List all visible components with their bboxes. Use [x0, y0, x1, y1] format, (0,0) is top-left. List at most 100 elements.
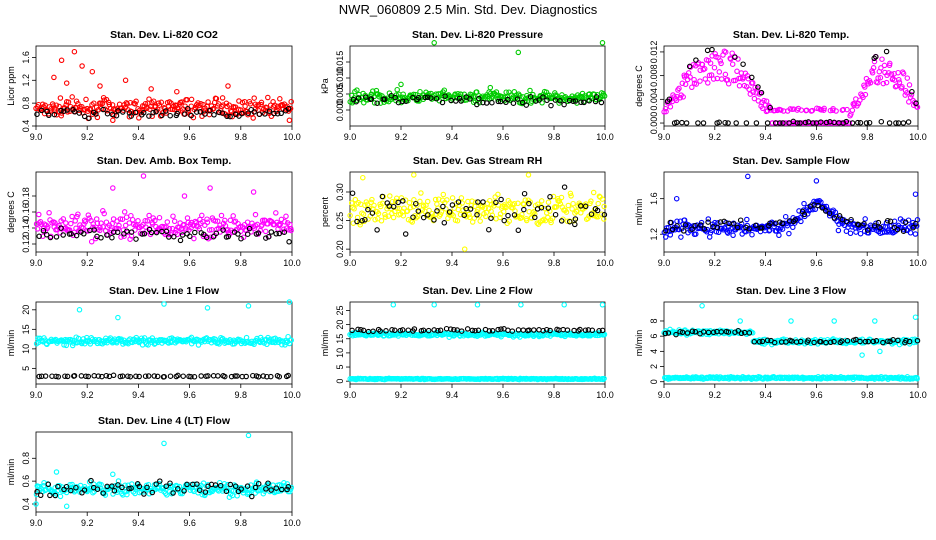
series-black — [349, 325, 606, 335]
data-point — [751, 339, 758, 345]
x-tick-label: 9.2 — [709, 390, 722, 400]
data-point — [523, 102, 530, 108]
data-point — [82, 219, 89, 225]
data-point — [288, 337, 294, 343]
data-point — [153, 229, 160, 236]
data-point — [746, 86, 752, 93]
data-point — [449, 195, 456, 201]
data-point — [905, 119, 912, 125]
data-point — [548, 94, 554, 100]
data-point — [767, 104, 773, 111]
x-tick-label: 10.0 — [283, 390, 301, 400]
data-point — [840, 106, 847, 113]
data-point — [550, 193, 557, 200]
data-point — [848, 216, 854, 223]
plot-frame — [349, 301, 606, 385]
data-point — [116, 222, 122, 229]
data-point — [599, 327, 606, 334]
outlier-point — [699, 303, 705, 309]
data-point — [213, 95, 220, 102]
data-point — [506, 218, 512, 224]
data-point — [277, 221, 283, 228]
x-tick-label: 9.0 — [30, 132, 43, 142]
data-point — [150, 109, 156, 116]
data-point — [564, 218, 571, 224]
series-magenta — [661, 48, 921, 126]
data-point — [100, 487, 106, 494]
x-tick-label: 9.6 — [183, 258, 196, 268]
data-point — [870, 65, 877, 71]
data-point — [187, 233, 193, 240]
data-point — [369, 210, 376, 216]
data-point — [286, 239, 292, 245]
x-tick-label: 9.0 — [30, 258, 43, 268]
data-point — [191, 235, 197, 242]
data-point — [475, 199, 481, 205]
data-point — [667, 104, 674, 110]
data-point — [238, 486, 244, 492]
data-point — [486, 328, 493, 334]
data-point — [480, 99, 486, 106]
data-point — [601, 375, 607, 382]
data-point — [69, 94, 75, 100]
data-point — [886, 120, 893, 126]
data-point — [433, 95, 440, 102]
x-tick-label: 9.2 — [395, 258, 408, 268]
outlier-point — [286, 299, 293, 305]
x-tick-label: 9.2 — [81, 258, 94, 268]
data-point — [789, 338, 795, 344]
data-point — [81, 113, 88, 120]
data-point — [498, 196, 504, 203]
data-point — [682, 81, 689, 88]
data-point — [711, 64, 718, 71]
data-point — [677, 95, 683, 101]
data-point — [411, 326, 418, 332]
data-point — [350, 204, 356, 211]
data-point — [547, 194, 553, 200]
outlier-point — [245, 303, 252, 309]
data-point — [374, 227, 380, 233]
data-point — [737, 217, 744, 223]
data-point — [263, 235, 269, 241]
outlier-point — [411, 172, 417, 178]
x-tick-label: 9.8 — [548, 390, 561, 400]
data-point — [407, 204, 414, 211]
data-point — [458, 328, 465, 334]
x-tick-label: 10.0 — [283, 518, 301, 528]
outlier-point — [79, 63, 85, 69]
data-point — [205, 99, 211, 105]
data-point — [83, 96, 89, 103]
data-point — [371, 100, 378, 106]
data-point — [250, 115, 256, 121]
data-point — [164, 219, 171, 225]
y-tick-label: 25 — [335, 305, 345, 315]
outlier-point — [181, 193, 188, 199]
data-point — [759, 105, 766, 112]
y-axis-label: degrees C — [6, 191, 16, 233]
data-point — [179, 229, 185, 236]
data-point — [153, 481, 159, 487]
outlier-point — [599, 302, 606, 308]
data-point — [495, 98, 502, 105]
data-point — [855, 119, 861, 126]
data-point — [139, 231, 145, 237]
data-point — [450, 212, 457, 219]
data-point — [284, 486, 290, 493]
data-point — [276, 373, 283, 380]
data-point — [749, 231, 755, 238]
data-point — [488, 215, 494, 221]
data-point — [73, 484, 79, 491]
data-point — [577, 326, 583, 333]
data-point — [150, 98, 157, 104]
y-tick-label: 1.6 — [21, 51, 31, 64]
data-point — [354, 218, 360, 225]
data-point — [162, 231, 169, 238]
data-point — [184, 481, 190, 488]
data-point — [698, 219, 705, 226]
data-point — [197, 485, 203, 491]
data-point — [212, 482, 219, 488]
data-point — [570, 98, 576, 105]
outlier-point — [33, 501, 39, 507]
data-point — [103, 219, 110, 225]
data-point — [753, 120, 760, 126]
